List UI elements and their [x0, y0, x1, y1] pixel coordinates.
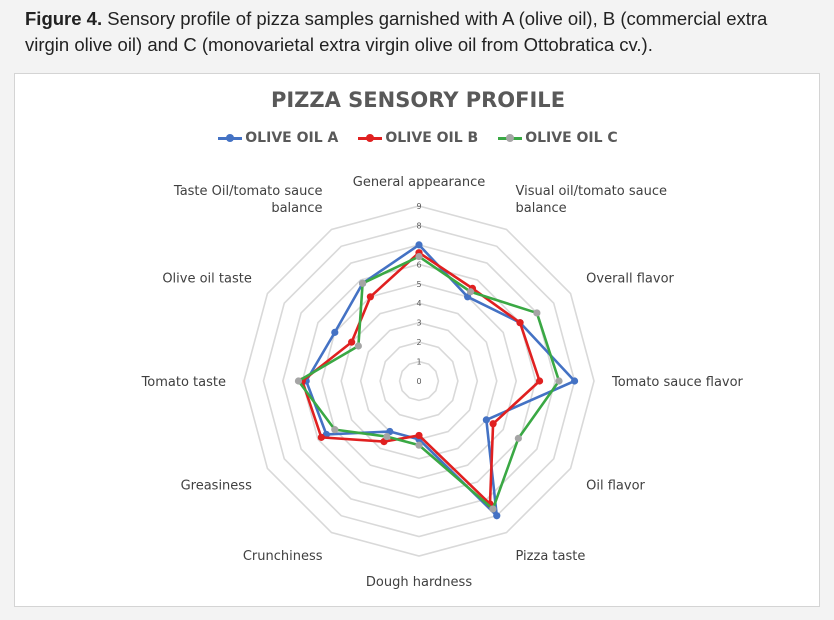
series-point [533, 309, 541, 317]
chart-title: PIZZA SENSORY PROFILE [270, 88, 566, 112]
series-point [383, 432, 391, 441]
legend-label: OLIVE OIL A [245, 130, 339, 146]
legend-item: OLIVE OIL A [218, 130, 338, 146]
legend-swatch [358, 133, 383, 143]
tick-label: 9 [416, 202, 421, 211]
tick-label: 0 [416, 377, 421, 386]
series-point [415, 241, 423, 249]
figure-caption-text: Sensory profile of pizza samples garnish… [25, 8, 768, 55]
tick-label: 5 [416, 280, 421, 289]
series-point [482, 416, 490, 424]
legend-swatch [498, 133, 523, 143]
series-point [466, 288, 475, 296]
figure-caption: Figure 4. Sensory profile of pizza sampl… [25, 6, 815, 58]
series-point [514, 434, 522, 442]
tick-label: 3 [416, 319, 421, 328]
series-point [366, 293, 374, 301]
series-point [489, 505, 497, 513]
category-label: Tomato sauce flavor [611, 375, 744, 390]
tick-label: 1 [416, 358, 421, 367]
tick-label: 8 [416, 221, 421, 230]
series-line [304, 243, 576, 518]
series-point [489, 420, 497, 428]
category-label: Pizza taste [516, 549, 586, 564]
legend-item: OLIVE OIL C [498, 130, 618, 146]
legend-label: OLIVE OIL C [525, 130, 618, 146]
series-line [297, 255, 561, 511]
series-point [570, 377, 579, 385]
series-point [535, 377, 544, 385]
series-point [516, 319, 524, 327]
series-point [415, 252, 423, 261]
series-point [493, 512, 501, 520]
legend-item: OLIVE OIL B [358, 130, 478, 146]
series-point [359, 279, 367, 287]
category-label: Visual oil/tomato sauce balance [516, 184, 668, 216]
series-point [555, 377, 563, 385]
category-label: Dough hardness [366, 575, 472, 590]
category-label: Oil flavor [586, 479, 645, 494]
tick-label: 2 [416, 338, 421, 347]
category-label: Overall flavor [586, 272, 674, 287]
grid-ring [243, 205, 595, 557]
category-label: Crunchiness [243, 549, 323, 564]
category-label: Taste Oil/tomato sauce balance [173, 184, 323, 216]
legend-label: OLIVE OIL B [385, 130, 479, 146]
chart-legend: OLIVE OIL A OLIVE OIL B OLIVE OIL C [15, 130, 821, 146]
series-point [317, 433, 325, 441]
figure-label: Figure 4. [25, 8, 103, 29]
category-label: General appearance [353, 175, 486, 190]
series-point [331, 426, 339, 434]
tick-label: 6 [416, 260, 421, 269]
category-label: Olive oil taste [162, 272, 252, 287]
legend-swatch [218, 133, 243, 143]
category-label: Greasiness [181, 479, 252, 494]
category-label: Tomato taste [141, 375, 226, 390]
grid-ring [398, 360, 440, 402]
series-point [331, 328, 339, 336]
tick-label: 4 [416, 299, 421, 308]
series-point [354, 342, 362, 350]
series-point [294, 377, 303, 385]
series-point [348, 338, 356, 346]
series-point [415, 431, 423, 440]
grid-ring [379, 341, 459, 421]
series-point [415, 441, 423, 449]
grid-ring [262, 224, 576, 538]
